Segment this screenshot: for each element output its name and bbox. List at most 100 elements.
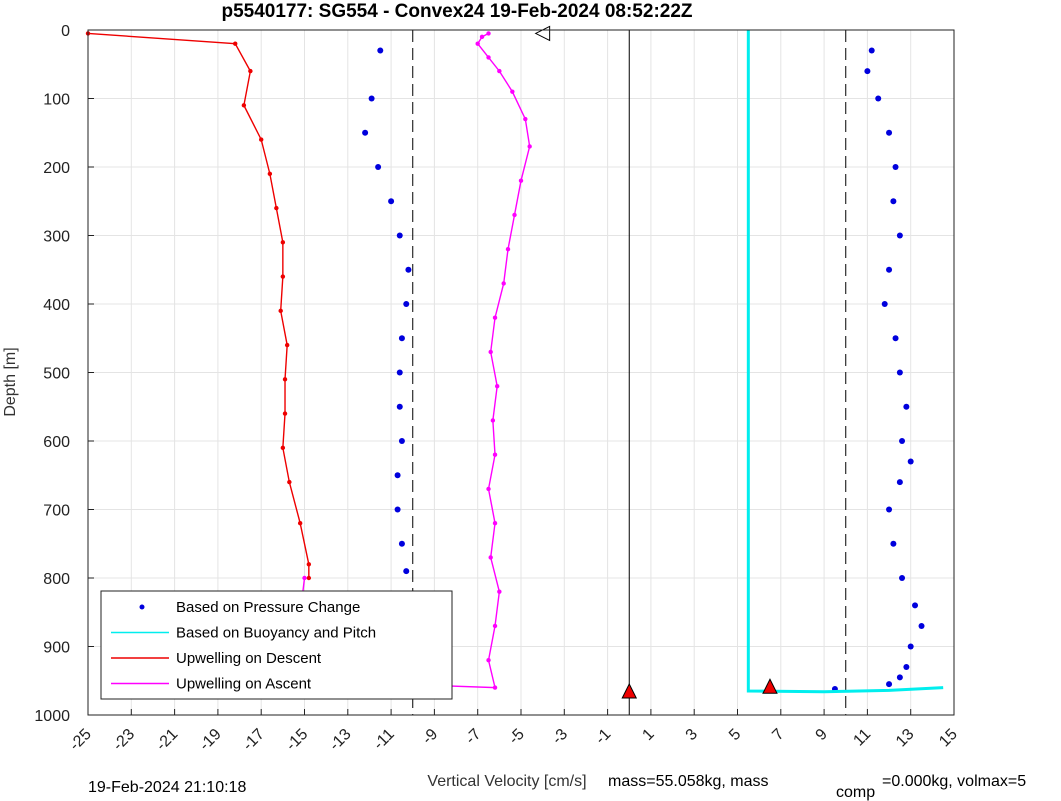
- series-point: [497, 68, 502, 74]
- series-point: [274, 205, 279, 211]
- pressure-point: [896, 479, 903, 486]
- series-point: [490, 418, 496, 423]
- legend-swatch: [139, 604, 145, 610]
- footer-mass-subscript: comp: [836, 784, 875, 801]
- series-point: [280, 240, 286, 245]
- legend-label: Upwelling on Descent: [176, 650, 322, 667]
- series-point: [479, 34, 485, 40]
- pressure-point: [396, 369, 403, 376]
- series-point: [248, 68, 253, 74]
- series-point: [486, 55, 491, 60]
- series-point: [267, 171, 273, 177]
- pressure-point: [396, 232, 403, 239]
- footer-mass: mass=55.058kg, mass: [608, 773, 769, 790]
- series-point: [280, 445, 286, 451]
- legend-label: Upwelling on Ascent: [176, 676, 312, 693]
- pressure-point: [918, 622, 925, 629]
- pressure-point: [396, 403, 403, 410]
- pressure-point: [398, 335, 405, 342]
- pressure-point: [388, 198, 395, 205]
- series-point: [241, 103, 247, 108]
- reference-lines: [412, 30, 847, 715]
- pressure-point: [403, 568, 410, 575]
- pressure-point: [868, 47, 875, 54]
- series-point: [510, 89, 515, 94]
- pressure-point: [899, 575, 906, 581]
- series-point: [501, 281, 506, 286]
- pressure-point: [394, 506, 401, 513]
- pressure-point: [896, 232, 903, 239]
- marker-triangle: [621, 682, 638, 699]
- series-point: [233, 41, 238, 46]
- pressure-point: [903, 664, 910, 671]
- pressure-point: [368, 95, 375, 102]
- y-tick-label: 200: [43, 160, 70, 177]
- pressure-point: [907, 643, 914, 650]
- pressure-point: [375, 164, 382, 170]
- y-tick-label: 800: [43, 571, 70, 588]
- pressure-point: [886, 506, 893, 513]
- y-tick-label: 700: [43, 503, 70, 520]
- pressure-point: [886, 129, 893, 136]
- series-point: [527, 144, 532, 149]
- series-point: [486, 658, 491, 663]
- series-point: [494, 384, 500, 389]
- y-tick-label: 900: [43, 640, 70, 657]
- series-point: [512, 212, 517, 218]
- y-tick-label: 300: [43, 229, 70, 246]
- legend-label: Based on Buoyancy and Pitch: [176, 625, 376, 642]
- pressure-point: [398, 438, 405, 444]
- y-tick-label: 500: [43, 366, 70, 383]
- y-tick-label: 600: [43, 434, 70, 451]
- pressure-point: [398, 540, 405, 547]
- pressure-point: [886, 266, 893, 273]
- pressure-point: [881, 301, 888, 307]
- series-line: [87, 32, 310, 578]
- pressure-point: [403, 301, 410, 307]
- y-tick-label: 1000: [34, 708, 70, 725]
- series-point: [306, 575, 312, 581]
- pressure-point: [892, 335, 899, 342]
- pressure-point: [896, 674, 903, 681]
- chart-title: p5540177: SG554 - Convex24 19-Feb-2024 0…: [221, 1, 692, 22]
- series-point: [302, 575, 307, 581]
- pressure-point: [912, 602, 919, 609]
- series-point: [505, 247, 511, 252]
- y-axis-ticks: 0 100 200 300 400 500 600 700 800 900 1000: [34, 23, 94, 725]
- series-point: [259, 137, 264, 142]
- x-axis-label: Vertical Velocity [cm/s]: [427, 773, 586, 790]
- series-point: [282, 411, 288, 416]
- legend-box: [100, 590, 453, 700]
- series-point: [488, 555, 493, 560]
- series-point: [297, 521, 303, 526]
- pressure-point: [394, 472, 401, 479]
- pressure-point: [892, 164, 899, 170]
- pressure-point: [886, 681, 893, 688]
- series-point: [280, 274, 286, 279]
- pressure-point: [903, 403, 910, 410]
- series-point: [492, 452, 498, 457]
- pressure-point: [405, 266, 412, 273]
- y-tick-label: 400: [43, 297, 70, 314]
- pressure-point: [890, 540, 897, 547]
- marker-triangle: [762, 678, 778, 694]
- footer-timestamp: 19-Feb-2024 21:10:18: [88, 779, 246, 796]
- footer-volmax: =0.000kg, volmax=5: [882, 773, 1026, 790]
- pressure-point: [890, 198, 897, 205]
- series-point: [492, 315, 498, 320]
- series-point: [486, 31, 491, 36]
- series-point: [278, 308, 283, 314]
- series-point: [284, 342, 290, 348]
- series-point: [488, 349, 493, 355]
- legend: Based on Pressure Change Based on Buoyanc…: [100, 590, 453, 700]
- series-line: [746, 30, 944, 694]
- pressure-point: [377, 47, 384, 54]
- series-point: [282, 377, 288, 382]
- series-point: [492, 623, 498, 629]
- series-point: [497, 589, 502, 594]
- series-point: [518, 178, 524, 183]
- pressure-point: [896, 369, 903, 376]
- pressure-point: [875, 95, 882, 102]
- series-point: [492, 685, 498, 690]
